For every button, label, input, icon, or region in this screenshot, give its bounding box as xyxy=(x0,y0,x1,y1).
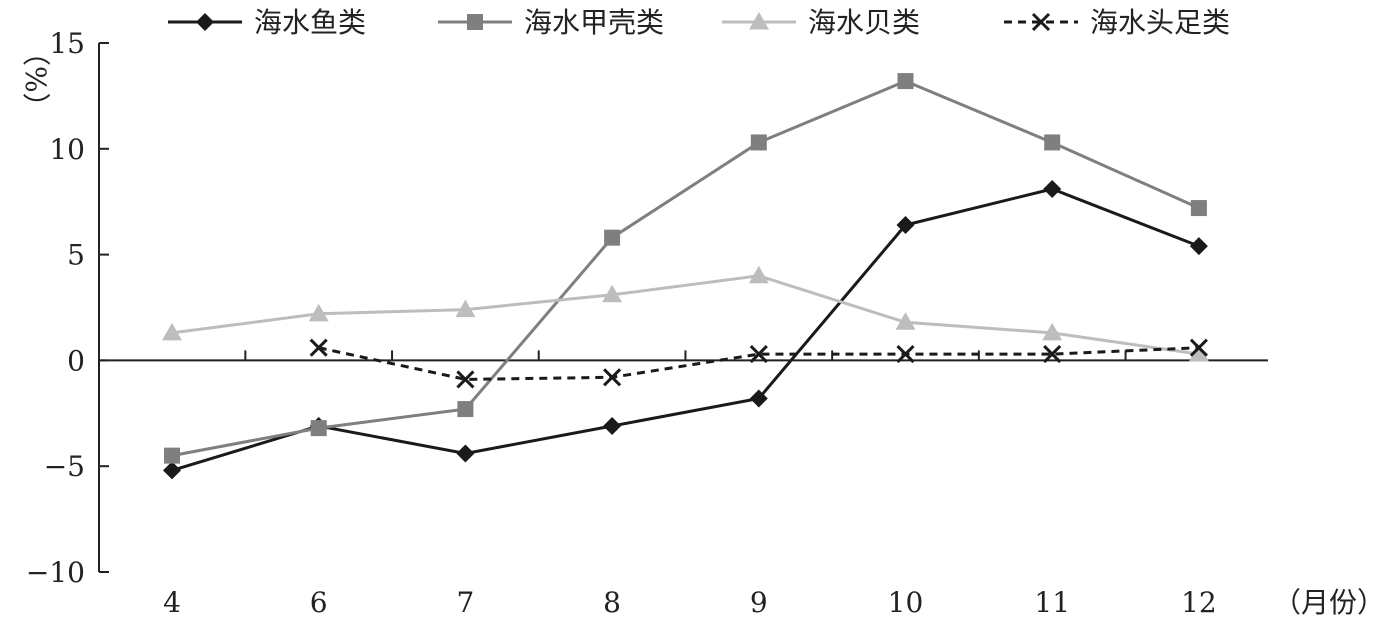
y-tick-label: 0 xyxy=(67,344,85,377)
x-marker-stroke xyxy=(1043,344,1062,364)
data-point xyxy=(1043,180,1062,199)
y-tick-label: 5 xyxy=(67,239,85,272)
data-point xyxy=(456,370,475,389)
legend-item-3: 海水头足类 xyxy=(1004,6,1230,39)
data-point xyxy=(895,312,916,330)
data-point xyxy=(603,368,622,387)
x-marker-stroke xyxy=(749,344,768,364)
legend-marker xyxy=(749,12,769,30)
legend-label: 海水甲壳类 xyxy=(524,6,664,39)
data-point xyxy=(896,215,915,234)
data-point xyxy=(604,229,621,246)
data-point xyxy=(749,344,768,364)
y-tick-label: −10 xyxy=(26,556,85,589)
x-marker-stroke xyxy=(1189,338,1208,357)
legend-marker xyxy=(196,13,214,31)
data-point xyxy=(457,401,474,418)
x-marker-stroke xyxy=(309,338,328,357)
x-tick-label: 4 xyxy=(163,586,181,619)
legend-item-1: 海水甲壳类 xyxy=(438,6,664,39)
data-point xyxy=(748,265,769,284)
data-point xyxy=(310,420,327,437)
data-point xyxy=(1189,338,1208,357)
data-point xyxy=(1044,134,1061,151)
x-tick-label: 6 xyxy=(310,586,328,619)
y-tick-label: −5 xyxy=(44,450,85,483)
data-point xyxy=(897,73,914,90)
series-line xyxy=(171,187,1200,472)
data-point xyxy=(455,299,476,318)
data-point xyxy=(1188,344,1209,362)
x-tick-label: 11 xyxy=(1034,586,1070,619)
x-marker-stroke xyxy=(1031,12,1051,32)
data-point xyxy=(1042,322,1063,341)
legend-label: 海水贝类 xyxy=(808,6,920,39)
x-tick-label: 10 xyxy=(888,586,924,619)
x-marker-stroke xyxy=(603,368,622,387)
data-point xyxy=(1190,200,1207,217)
y-tick-label: 10 xyxy=(49,133,85,166)
legend-label: 海水鱼类 xyxy=(254,6,366,39)
legend: 海水鱼类 海水甲壳类 海水贝类 海水头足类 xyxy=(168,6,1230,39)
series-line xyxy=(171,79,1200,458)
series-3 xyxy=(309,338,1208,389)
data-point xyxy=(1189,237,1208,256)
series-line xyxy=(171,274,1200,356)
x-marker-stroke xyxy=(896,344,915,364)
data-point xyxy=(896,344,915,364)
series-0 xyxy=(163,180,1208,480)
data-point xyxy=(162,322,182,341)
series-2 xyxy=(162,265,1209,362)
data-point xyxy=(164,447,180,464)
legend-item-2: 海水贝类 xyxy=(722,6,920,39)
data-point xyxy=(1043,344,1062,364)
x-axis-unit-label: （月份） xyxy=(1273,586,1385,619)
data-point xyxy=(750,134,767,151)
data-point xyxy=(603,416,622,435)
legend-item-0: 海水鱼类 xyxy=(168,6,366,39)
y-tick-label: 15 xyxy=(49,27,85,60)
x-marker-stroke xyxy=(456,370,475,389)
x-tick-label: 12 xyxy=(1181,586,1217,619)
x-tick-label: 8 xyxy=(603,586,621,619)
legend-label: 海水头足类 xyxy=(1090,6,1230,39)
y-axis-unit-label: （%） xyxy=(19,38,52,121)
data-point xyxy=(308,303,329,322)
x-tick-label: 9 xyxy=(750,586,768,619)
series-layer xyxy=(162,73,1209,480)
legend-marker xyxy=(467,14,483,30)
series-1 xyxy=(164,73,1207,464)
data-point xyxy=(456,444,475,463)
data-point xyxy=(163,461,181,480)
data-point xyxy=(749,389,768,408)
axes: −10 −5 0 5 10 15 4 6 7 8 9 10 11 12 xyxy=(26,27,1268,619)
x-tick-label: 7 xyxy=(456,586,474,619)
data-point xyxy=(309,338,328,357)
data-point xyxy=(602,284,623,303)
legend-marker xyxy=(1031,12,1051,32)
